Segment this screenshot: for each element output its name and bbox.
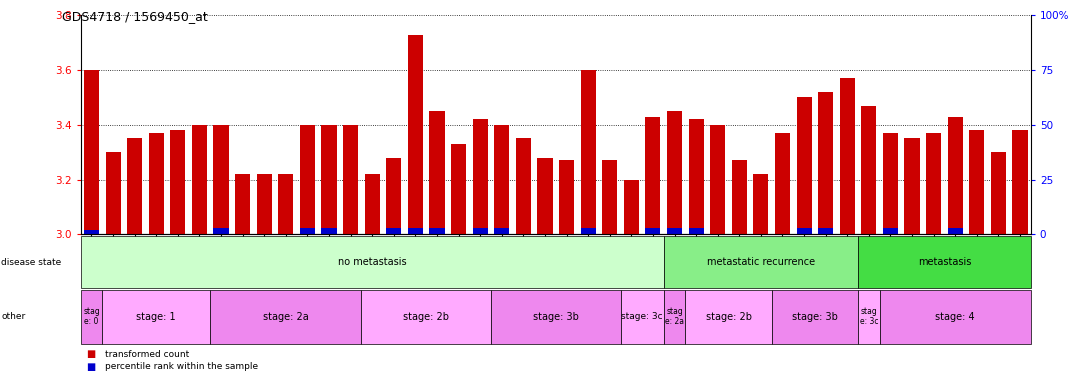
Text: no metastasis: no metastasis	[338, 257, 407, 267]
Bar	[818, 228, 833, 234]
Text: disease state: disease state	[1, 258, 61, 266]
Bar	[818, 92, 833, 234]
Bar	[948, 228, 963, 234]
Bar	[796, 98, 811, 234]
Bar	[494, 125, 509, 234]
Bar	[170, 130, 185, 234]
Bar	[472, 119, 487, 234]
Text: stage: 2a: stage: 2a	[263, 312, 309, 322]
Bar	[81, 236, 664, 288]
Text: metastasis: metastasis	[918, 257, 972, 267]
Bar	[685, 290, 771, 344]
Text: metastatic recurrence: metastatic recurrence	[707, 257, 815, 267]
Bar	[771, 290, 858, 344]
Bar	[386, 158, 401, 234]
Bar	[991, 152, 1006, 234]
Text: ■: ■	[86, 349, 96, 359]
Bar	[210, 290, 362, 344]
Bar	[362, 290, 491, 344]
Bar	[451, 144, 466, 234]
Bar	[905, 139, 920, 234]
Text: transformed count: transformed count	[105, 350, 189, 359]
Bar	[300, 125, 315, 234]
Bar	[148, 133, 164, 234]
Bar	[858, 236, 1031, 288]
Bar	[560, 161, 575, 234]
Bar	[621, 290, 664, 344]
Text: stage: 3b: stage: 3b	[533, 312, 579, 322]
Bar	[102, 290, 210, 344]
Bar	[537, 158, 552, 234]
Bar	[105, 152, 121, 234]
Bar	[667, 228, 682, 234]
Bar	[948, 117, 963, 234]
Bar	[926, 133, 942, 234]
Text: stage: 4: stage: 4	[935, 312, 975, 322]
Text: stage: 1: stage: 1	[137, 312, 176, 322]
Bar	[429, 228, 444, 234]
Bar	[84, 230, 99, 234]
Bar	[213, 125, 228, 234]
Bar	[322, 125, 337, 234]
Bar	[969, 130, 985, 234]
Bar	[257, 174, 272, 234]
Bar	[839, 78, 854, 234]
Text: percentile rank within the sample: percentile rank within the sample	[105, 362, 258, 371]
Text: stage: 2b: stage: 2b	[706, 312, 751, 322]
Bar	[515, 139, 530, 234]
Bar	[235, 174, 251, 234]
Bar	[408, 35, 423, 234]
Text: stage: 3b: stage: 3b	[792, 312, 838, 322]
Bar	[1013, 130, 1028, 234]
Text: other: other	[1, 312, 26, 321]
Bar	[858, 290, 880, 344]
Bar	[279, 174, 294, 234]
Text: stag
e: 0: stag e: 0	[83, 307, 100, 326]
Bar	[213, 228, 228, 234]
Bar	[472, 228, 487, 234]
Bar	[624, 180, 639, 234]
Text: stage: 3c: stage: 3c	[621, 312, 663, 321]
Bar	[880, 290, 1031, 344]
Bar	[322, 228, 337, 234]
Bar	[883, 228, 898, 234]
Bar	[664, 290, 685, 344]
Bar	[192, 125, 207, 234]
Bar	[667, 111, 682, 234]
Bar	[732, 161, 747, 234]
Bar	[775, 133, 790, 234]
Bar	[861, 106, 877, 234]
Text: stag
e: 2a: stag e: 2a	[665, 307, 684, 326]
Bar	[343, 125, 358, 234]
Bar	[689, 119, 704, 234]
Bar	[646, 117, 661, 234]
Bar	[127, 139, 142, 234]
Text: ■: ■	[86, 362, 96, 372]
Bar	[883, 133, 898, 234]
Bar	[710, 125, 725, 234]
Bar	[365, 174, 380, 234]
Bar	[300, 228, 315, 234]
Bar	[429, 111, 444, 234]
Text: stage: 2b: stage: 2b	[404, 312, 449, 322]
Text: GDS4718 / 1569450_at: GDS4718 / 1569450_at	[61, 10, 208, 23]
Text: stag
e: 3c: stag e: 3c	[860, 307, 878, 326]
Bar	[753, 174, 768, 234]
Bar	[646, 228, 661, 234]
Bar	[581, 70, 596, 234]
Bar	[84, 70, 99, 234]
Bar	[796, 228, 811, 234]
Bar	[603, 161, 618, 234]
Bar	[664, 236, 858, 288]
Bar	[689, 228, 704, 234]
Bar	[491, 290, 621, 344]
Bar	[81, 290, 102, 344]
Bar	[386, 228, 401, 234]
Bar	[408, 228, 423, 234]
Bar	[581, 228, 596, 234]
Bar	[494, 228, 509, 234]
